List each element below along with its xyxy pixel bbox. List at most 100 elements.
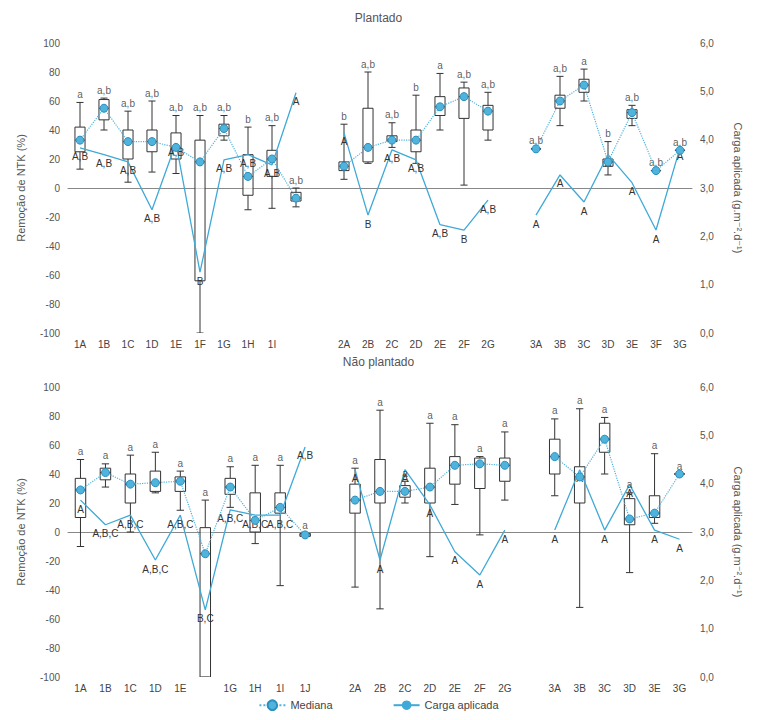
svg-text:A: A: [676, 543, 683, 554]
svg-text:a: a: [652, 440, 658, 451]
svg-text:a: a: [602, 404, 608, 415]
svg-text:1,0: 1,0: [700, 623, 714, 634]
svg-text:a: a: [581, 56, 587, 67]
svg-text:A,B: A,B: [240, 158, 256, 169]
svg-text:b: b: [605, 128, 611, 139]
svg-text:A: A: [477, 579, 484, 590]
svg-text:100: 100: [43, 382, 60, 393]
svg-text:1E: 1E: [174, 683, 187, 694]
svg-text:1G: 1G: [224, 683, 238, 694]
svg-text:A: A: [601, 534, 608, 545]
svg-text:3F: 3F: [650, 339, 662, 350]
svg-text:A,B: A,B: [432, 228, 448, 239]
svg-text:3A: 3A: [530, 339, 543, 350]
svg-text:a,b: a,b: [625, 92, 639, 103]
svg-text:60: 60: [49, 440, 61, 451]
svg-text:a,b: a,b: [265, 112, 279, 123]
svg-text:A: A: [293, 96, 300, 107]
svg-text:a: a: [153, 439, 159, 450]
svg-text:2B: 2B: [362, 339, 375, 350]
svg-text:40: 40: [49, 125, 61, 136]
svg-text:1D: 1D: [149, 683, 162, 694]
svg-text:a: a: [78, 446, 84, 457]
svg-text:Carga aplicada (g.m⁻².d⁻¹): Carga aplicada (g.m⁻².d⁻¹): [732, 467, 744, 598]
svg-text:1H: 1H: [242, 339, 255, 350]
svg-text:b: b: [245, 114, 251, 125]
svg-text:A,B: A,B: [120, 165, 136, 176]
svg-text:A: A: [352, 473, 359, 484]
svg-text:Carga aplicada: Carga aplicada: [425, 699, 500, 711]
svg-text:1I: 1I: [268, 339, 276, 350]
svg-text:2B: 2B: [374, 683, 387, 694]
svg-text:3C: 3C: [578, 339, 591, 350]
svg-text:2A: 2A: [349, 683, 362, 694]
svg-text:A: A: [653, 234, 660, 245]
svg-text:Não plantado: Não plantado: [343, 355, 415, 369]
svg-text:a,b: a,b: [121, 98, 135, 109]
svg-text:A,B,C: A,B,C: [167, 519, 193, 530]
svg-text:2G: 2G: [481, 339, 495, 350]
svg-text:A: A: [557, 178, 564, 189]
svg-text:A,B: A,B: [96, 158, 112, 169]
svg-text:6,0: 6,0: [700, 38, 714, 49]
svg-text:B: B: [197, 276, 204, 287]
svg-text:a: a: [178, 458, 184, 469]
svg-text:1I: 1I: [276, 683, 284, 694]
svg-text:A: A: [452, 555, 459, 566]
svg-text:0,0: 0,0: [700, 328, 714, 339]
svg-text:A,B,C: A,B,C: [117, 519, 143, 530]
svg-text:2F: 2F: [474, 683, 486, 694]
svg-text:a: a: [252, 452, 258, 463]
svg-text:1J: 1J: [300, 683, 311, 694]
svg-text:2E: 2E: [449, 683, 462, 694]
svg-text:a: a: [552, 405, 558, 416]
svg-text:A,B,C: A,B,C: [267, 519, 293, 530]
svg-text:a,b: a,b: [169, 102, 183, 113]
svg-text:20: 20: [49, 498, 61, 509]
svg-text:-100: -100: [40, 328, 60, 339]
svg-text:0: 0: [54, 527, 60, 538]
svg-text:A,B,C: A,B,C: [142, 564, 168, 575]
svg-text:3E: 3E: [648, 683, 661, 694]
svg-text:a: a: [437, 60, 443, 71]
svg-text:3B: 3B: [574, 683, 587, 694]
svg-text:A: A: [377, 564, 384, 575]
svg-text:1B: 1B: [98, 339, 111, 350]
svg-text:A: A: [629, 186, 636, 197]
svg-text:A: A: [427, 508, 434, 519]
svg-text:1G: 1G: [217, 339, 231, 350]
svg-text:6,0: 6,0: [700, 382, 714, 393]
svg-text:A,B: A,B: [216, 163, 232, 174]
svg-text:a,b: a,b: [457, 69, 471, 80]
svg-text:0,0: 0,0: [700, 672, 714, 683]
svg-text:1F: 1F: [194, 339, 206, 350]
svg-text:1D: 1D: [146, 339, 159, 350]
svg-text:3,0: 3,0: [700, 527, 714, 538]
svg-text:-20: -20: [46, 212, 61, 223]
svg-text:A,B: A,B: [297, 450, 313, 461]
svg-text:2E: 2E: [434, 339, 447, 350]
svg-text:2G: 2G: [498, 683, 512, 694]
svg-text:A: A: [576, 473, 583, 484]
svg-text:2,0: 2,0: [700, 231, 714, 242]
svg-text:B: B: [461, 234, 468, 245]
svg-text:a: a: [577, 395, 583, 406]
svg-text:a: a: [427, 410, 433, 421]
svg-text:1A: 1A: [74, 683, 87, 694]
svg-text:b: b: [341, 111, 347, 122]
svg-text:A: A: [605, 158, 612, 169]
svg-text:Carga aplicada (g.m⁻².d⁻¹): Carga aplicada (g.m⁻².d⁻¹): [732, 123, 744, 254]
svg-text:a,b: a,b: [289, 175, 303, 186]
svg-text:2A: 2A: [338, 339, 351, 350]
svg-text:a: a: [627, 479, 633, 490]
svg-text:Remoção de NTK (%): Remoção de NTK (%): [15, 134, 27, 242]
svg-text:A,B: A,B: [144, 213, 160, 224]
svg-text:a,b: a,b: [553, 63, 567, 74]
svg-text:2F: 2F: [458, 339, 470, 350]
svg-text:A,B: A,B: [480, 204, 496, 215]
svg-text:a: a: [128, 442, 134, 453]
svg-text:-40: -40: [46, 585, 61, 596]
svg-text:a,b: a,b: [193, 102, 207, 113]
svg-text:80: 80: [49, 411, 61, 422]
svg-text:-60: -60: [46, 614, 61, 625]
